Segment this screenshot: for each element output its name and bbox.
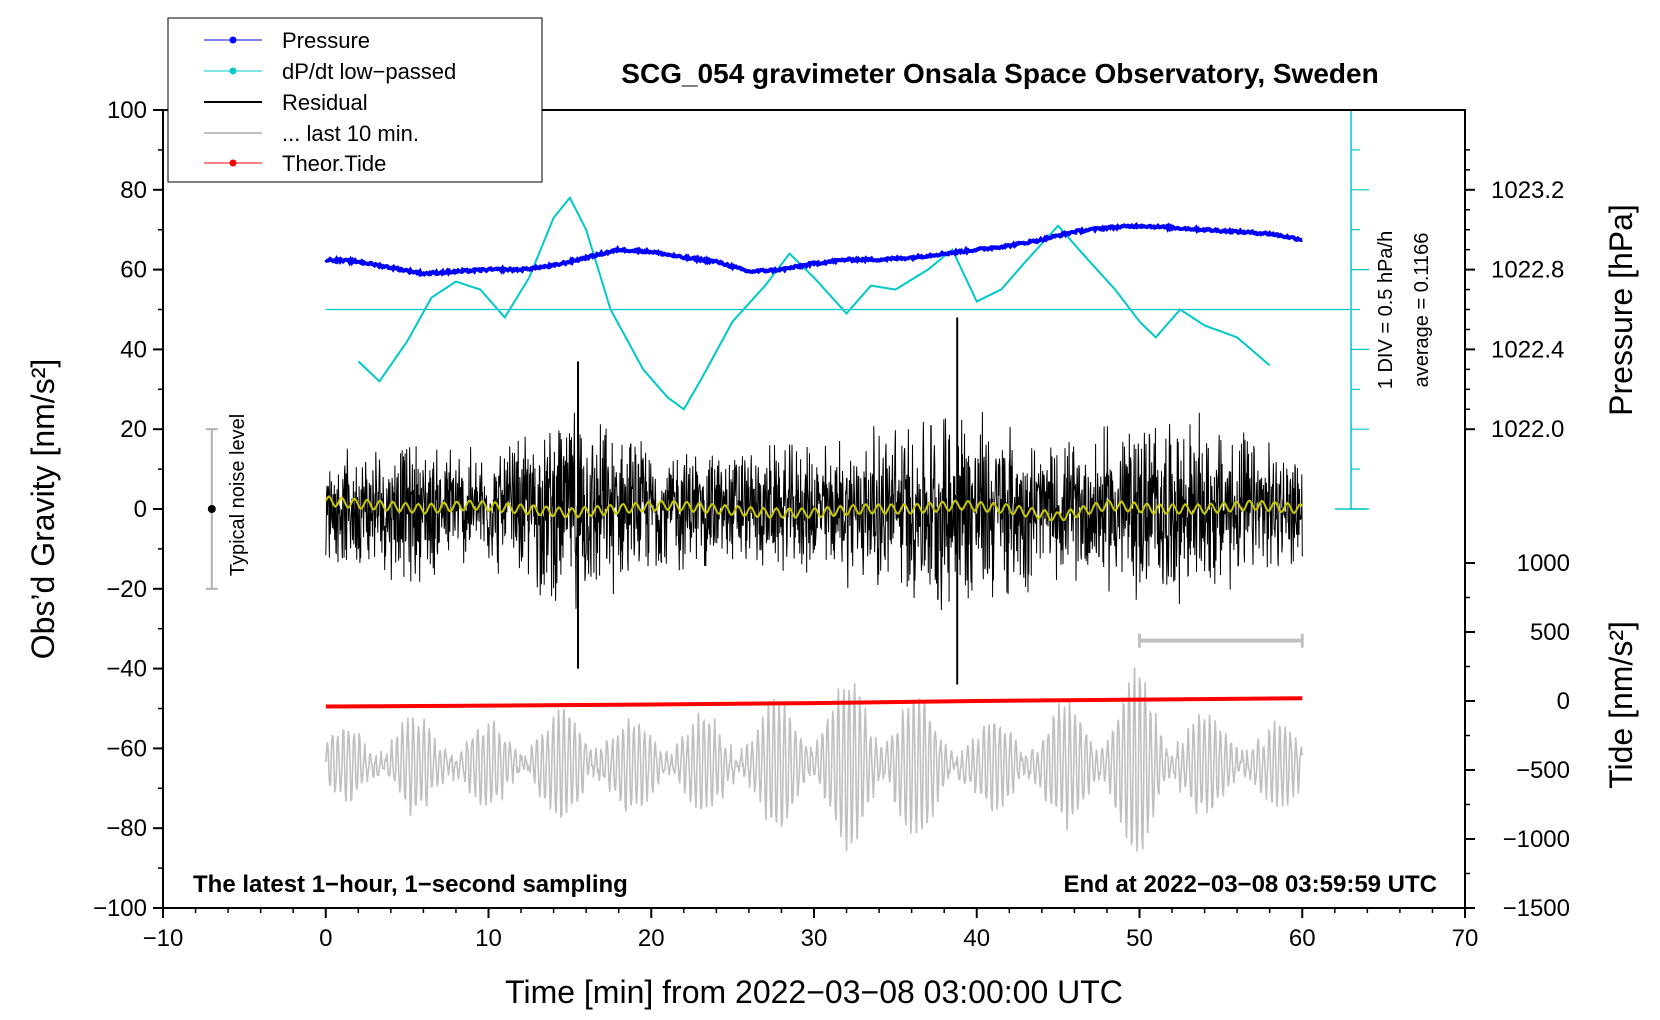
legend-label-residual: Residual: [282, 90, 368, 115]
x-tick-label: 10: [475, 925, 502, 952]
legend-label-pressure: Pressure: [282, 28, 370, 53]
tide-trace: [325, 696, 1303, 709]
x-tick-label: 40: [963, 925, 990, 952]
legend: Pressure dP/dt low−passed Residual ... l…: [167, 17, 543, 183]
x-tick-label: 60: [1289, 925, 1316, 952]
pressure-div-label: 1 DIV = 0.5 hPa/h: [1375, 231, 1397, 389]
y-tick-label: −20: [106, 576, 147, 603]
tide-tick-label: −500: [1516, 757, 1570, 784]
pressure-tick-label: 1022.0: [1491, 416, 1564, 443]
legend-label-tide: Theor.Tide: [282, 151, 386, 176]
x-tick-label: 50: [1126, 925, 1153, 952]
y-axis-label-pressure: Pressure [hPa]: [1603, 204, 1639, 416]
legend-item-pressure: Pressure: [204, 28, 370, 53]
x-axis-label: Time [min] from 2022−03−08 03:00:00 UTC: [505, 974, 1123, 1010]
x-tick-label: 70: [1452, 925, 1479, 952]
legend-item-dpdt: dP/dt low−passed: [204, 59, 456, 84]
pressure-trace: [324, 222, 1303, 278]
tide-tick-label: 500: [1530, 619, 1570, 646]
y-tick-label: 100: [107, 97, 147, 124]
legend-item-residual: Residual: [204, 90, 368, 115]
x-tick-label: 30: [801, 925, 828, 952]
x-tick-label: 0: [319, 925, 332, 952]
plot-layer: [205, 109, 1370, 852]
legend-dot-pressure: [229, 36, 237, 44]
legend-dot-dpdt: [229, 67, 237, 75]
y-tick-label: 80: [120, 177, 147, 204]
y-tick-label: −40: [106, 656, 147, 683]
y-axis-label-left: Obs’d Gravity [nm/s²]: [25, 359, 61, 660]
legend-dot-tide: [229, 159, 237, 167]
annotation-end-time: End at 2022−03−08 03:59:59 UTC: [1063, 871, 1437, 898]
pressure-tick-label: 1022.4: [1491, 336, 1564, 363]
y-tick-label: −60: [106, 735, 147, 762]
x-tick-label: 20: [638, 925, 665, 952]
legend-box: [167, 17, 543, 183]
tide-tick-label: −1500: [1503, 895, 1570, 922]
last10-trace: [325, 667, 1304, 852]
annotation-latest-hour: The latest 1−hour, 1−second sampling: [193, 871, 628, 898]
pressure-tick-label: 1022.8: [1491, 257, 1564, 284]
pressure-average-label: average = 0.1166: [1411, 233, 1433, 388]
x-tick-label: −10: [143, 925, 184, 952]
chart-title: SCG_054 gravimeter Onsala Space Observat…: [621, 58, 1378, 89]
tide-tick-label: −1000: [1503, 826, 1570, 853]
tide-tick-label: 0: [1557, 688, 1570, 715]
y-tick-label: −100: [93, 895, 147, 922]
y-axis-label-tide: Tide [nm/s²]: [1603, 621, 1639, 789]
y-tick-label: 20: [120, 416, 147, 443]
pressure-tick-label: 1023.2: [1491, 177, 1564, 204]
axes-layer: −10 0 10 20 30 40 50 60 70100806040200−20−40−60−…: [93, 97, 1570, 952]
tide-tick-label: 1000: [1517, 550, 1570, 577]
legend-label-last10: ... last 10 min.: [282, 121, 419, 146]
noise-level-label: Typical noise level: [227, 414, 249, 576]
legend-label-dpdt: dP/dt low−passed: [282, 59, 456, 84]
legend-item-last10: ... last 10 min.: [204, 121, 419, 146]
dpdt-trace: [357, 195, 1271, 411]
noise-bar-dot: [207, 505, 216, 513]
y-tick-label: 40: [120, 336, 147, 363]
y-tick-label: −80: [106, 815, 147, 842]
legend-item-tide: Theor.Tide: [204, 151, 386, 176]
residual-trace: [325, 412, 1303, 611]
y-tick-label: 60: [120, 257, 147, 284]
y-tick-label: 0: [134, 496, 147, 523]
residual-mean-trace: [324, 495, 1304, 522]
